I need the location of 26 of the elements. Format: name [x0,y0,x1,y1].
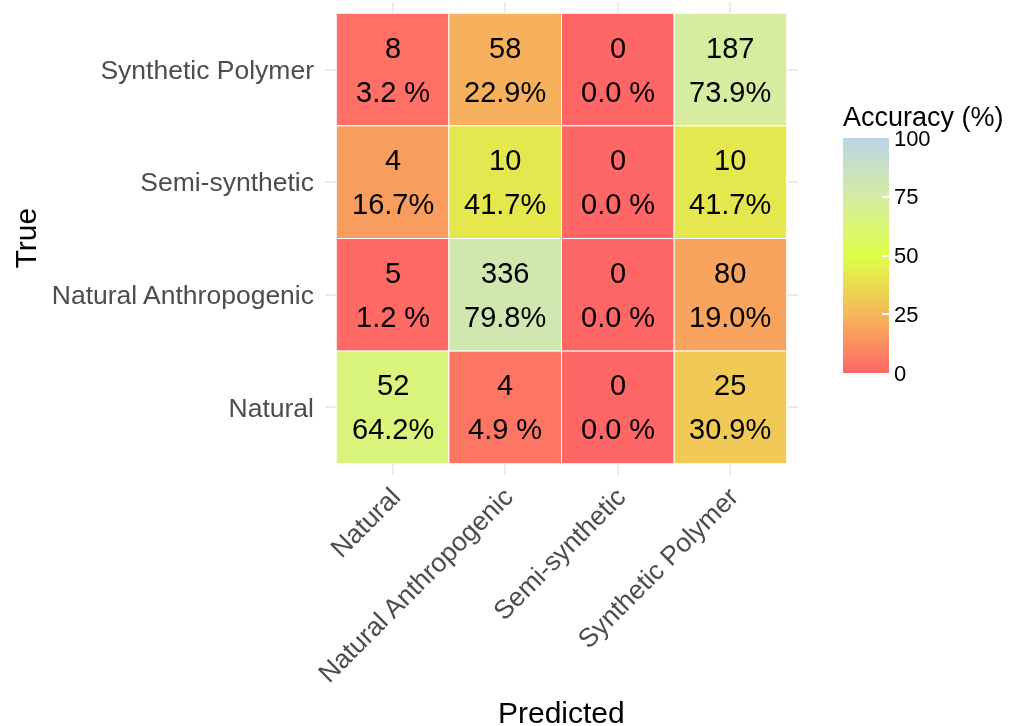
data-label: 0 0.0 % [581,144,656,220]
color-bar-label: 25 [893,301,919,327]
data-label: 336 79.8% [464,257,547,333]
data-label: 187 73.9% [689,32,772,108]
y-axis-title: True [8,207,42,269]
data-label: 4 16.7% [352,144,435,220]
x-axis-title: Predicted [498,696,625,726]
data-label: 80 19.0% [689,257,772,333]
y-tick-label: Synthetic Polymer [100,54,315,85]
data-label: 0 0.0 % [581,369,656,445]
color-bar-label: 50 [893,243,919,269]
data-label: 25 30.9% [689,369,772,445]
data-label: 0 0.0 % [581,257,656,333]
color-bar-label: 75 [893,184,919,210]
data-label: 5 1.2 % [356,257,431,333]
data-label: 52 64.2% [352,369,435,445]
y-tick-label: Natural [228,392,314,423]
y-tick-label: Natural Anthropogenic [51,280,314,311]
data-label: 8 3.2 % [356,32,431,108]
data-label: 58 22.9% [464,32,547,108]
data-label: 0 0.0 % [581,32,656,108]
y-tick-label: Semi-synthetic [140,167,314,198]
data-label: 10 41.7% [464,144,547,220]
data-label: 10 41.7% [689,144,772,220]
color-bar-label: 0 [893,360,907,386]
data-label: 4 4.9 % [468,369,543,445]
